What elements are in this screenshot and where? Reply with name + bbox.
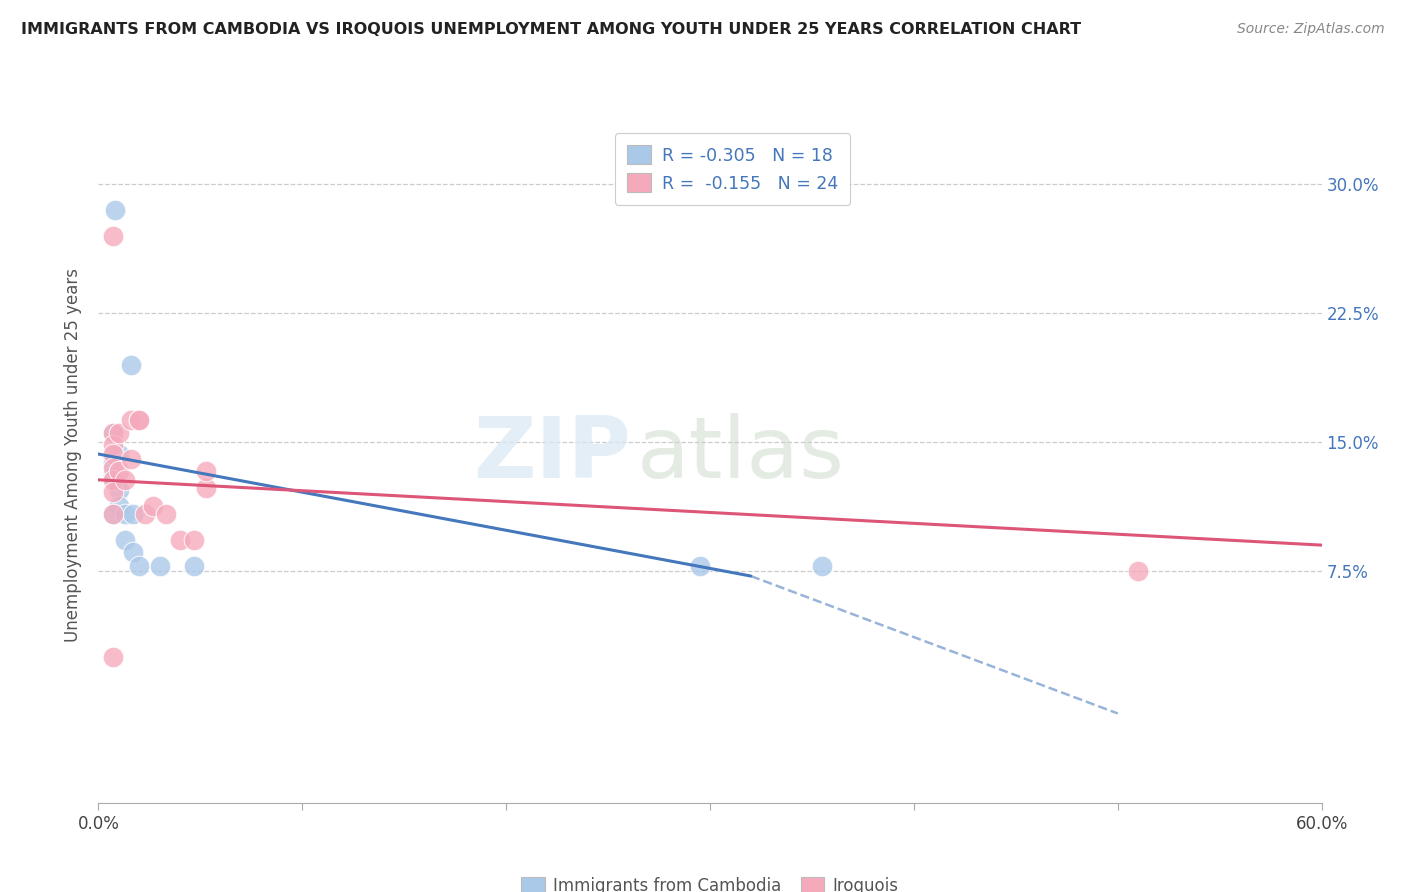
Point bbox=[155, 507, 177, 521]
Point bbox=[101, 507, 124, 521]
Point bbox=[101, 438, 124, 452]
Point bbox=[149, 558, 172, 573]
Text: ZIP: ZIP bbox=[472, 413, 630, 497]
Point bbox=[101, 460, 124, 475]
Point bbox=[195, 482, 218, 496]
Text: IMMIGRANTS FROM CAMBODIA VS IROQUOIS UNEMPLOYMENT AMONG YOUTH UNDER 25 YEARS COR: IMMIGRANTS FROM CAMBODIA VS IROQUOIS UNE… bbox=[21, 22, 1081, 37]
Legend: Immigrants from Cambodia, Iroquois: Immigrants from Cambodia, Iroquois bbox=[515, 871, 905, 892]
Point bbox=[120, 413, 142, 427]
Point bbox=[183, 558, 205, 573]
Point bbox=[122, 545, 145, 559]
Point bbox=[169, 533, 191, 547]
Point bbox=[101, 426, 124, 441]
Point bbox=[128, 558, 150, 573]
Point bbox=[101, 447, 124, 461]
Y-axis label: Unemployment Among Youth under 25 years: Unemployment Among Youth under 25 years bbox=[65, 268, 83, 642]
Point bbox=[128, 413, 150, 427]
Point bbox=[114, 533, 136, 547]
Point bbox=[108, 499, 131, 513]
Point bbox=[134, 507, 156, 521]
Point bbox=[128, 413, 150, 427]
Point bbox=[104, 203, 127, 218]
Point bbox=[142, 499, 165, 513]
Point bbox=[114, 507, 136, 521]
Point bbox=[183, 533, 205, 547]
Point bbox=[108, 483, 131, 497]
Text: Source: ZipAtlas.com: Source: ZipAtlas.com bbox=[1237, 22, 1385, 37]
Point bbox=[120, 452, 142, 467]
Point bbox=[195, 464, 218, 478]
Point bbox=[101, 473, 124, 487]
Point bbox=[108, 464, 131, 478]
Point bbox=[120, 358, 142, 372]
Point bbox=[101, 228, 124, 243]
Point bbox=[108, 447, 131, 461]
Point bbox=[101, 507, 124, 521]
Point bbox=[101, 456, 124, 470]
Point bbox=[101, 649, 124, 664]
Point bbox=[101, 426, 124, 441]
Point bbox=[108, 426, 131, 441]
Text: atlas: atlas bbox=[637, 413, 845, 497]
Point bbox=[122, 507, 145, 521]
Point bbox=[114, 473, 136, 487]
Point bbox=[101, 484, 124, 499]
Point bbox=[689, 558, 711, 573]
Point bbox=[1128, 564, 1150, 578]
Point bbox=[811, 558, 834, 573]
Point bbox=[101, 469, 124, 483]
